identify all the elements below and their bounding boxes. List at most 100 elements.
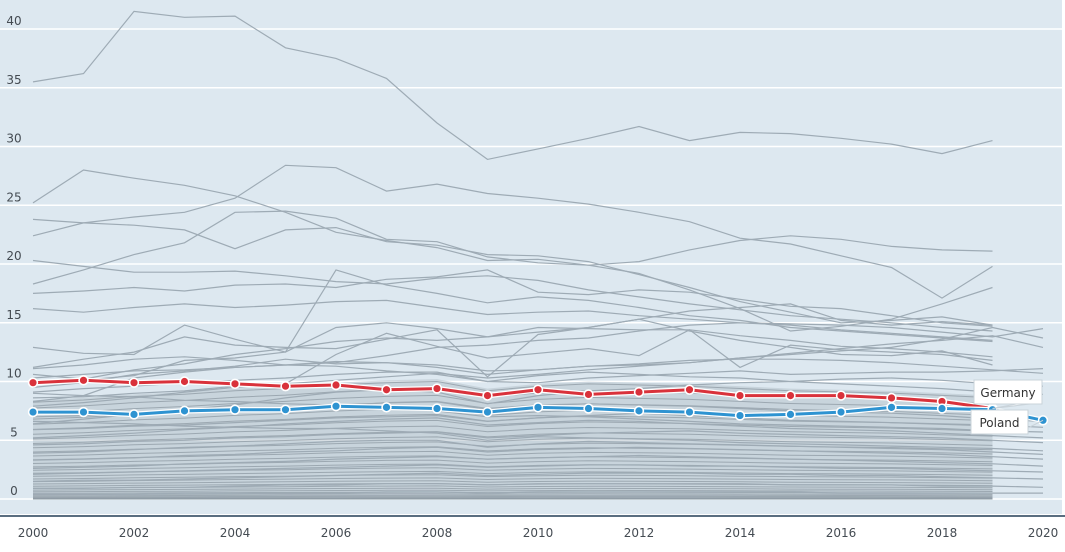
poland-callout-box [970,409,1029,435]
background-series-line-6 [32,259,993,332]
dense-band-line [32,474,993,480]
dense-band-line [32,480,993,485]
germany-point-2010 [532,384,544,395]
poland-point-2018 [936,403,948,414]
dense-band-line [32,493,993,496]
background-series-line-16 [32,335,1044,407]
poland-point-2017 [886,402,897,413]
poland-point-2001 [78,406,89,418]
y-tick-label-20: 20 [6,249,21,263]
poland-point-2014 [734,410,746,421]
poland-point-2008 [431,403,443,414]
poland-point-2011 [583,403,594,414]
poland-callout-label: Poland [979,416,1019,430]
series-callouts: Germany Poland [970,379,1044,435]
poland-point-2002 [128,409,140,420]
background-series-line-18 [32,358,1044,379]
germany-point-2015 [785,390,796,401]
x-tick-label-2000: 2000 [18,526,49,540]
background-series-line-21 [32,392,1044,433]
dense-band-line [32,407,993,425]
poland-point-2009 [482,406,493,418]
germany-point-2002 [128,377,140,388]
dense-band-line [32,425,993,440]
dense-band-line [32,450,993,461]
germany-point-2016 [835,390,847,401]
poland-point-2005 [280,404,291,415]
germany-point-2004 [229,378,241,390]
background-series-line-9 [32,269,993,356]
background-series-line-11 [32,318,993,385]
x-tick-label-2010: 2010 [523,526,554,540]
x-axis-ticks: 2000 2002 2004 2006 2008 2010 2012 2014 2016 2018… [18,526,1059,540]
dense-band-line [32,495,993,498]
background-series-line-14 [32,322,1044,403]
background-series-line-31 [32,472,1044,482]
background-series-line-33 [33,491,1043,495]
background-series-line-8 [32,299,993,341]
background-series [32,10,1044,495]
x-tick-label-2020: 2020 [1028,526,1059,540]
background-series-line-29 [32,454,1044,469]
germany-point-2007 [381,384,392,395]
y-tick-label-0: 0 [10,484,18,498]
x-tick-label-2018: 2018 [927,526,958,540]
germany-point-2006 [330,379,342,391]
background-series-line-28 [32,446,1044,461]
background-series-line-25 [32,430,1044,446]
background-series-line-1 [32,10,993,161]
x-tick-label-2014: 2014 [725,526,756,540]
y-tick-label-5: 5 [10,425,18,439]
poland-point-2007 [381,402,392,413]
germany-point-2011 [583,389,594,400]
poland-point-2000 [27,406,39,418]
germany-point-2009 [482,390,493,401]
poland-point-2016 [835,406,847,418]
y-tick-label-35: 35 [6,73,21,87]
highlighted-series [27,375,1049,426]
background-series-line-17 [32,356,1044,384]
germany-callout-label: Germany [980,386,1035,400]
germany-point-2000 [27,377,39,388]
background-series-line-30 [32,464,1044,475]
poland-point-2013 [684,406,695,418]
y-tick-label-10: 10 [6,367,21,381]
poland-point-2012 [633,405,645,417]
background-series-line-4 [32,164,993,299]
poland-point-2003 [179,405,190,417]
poland-point-2006 [330,400,342,412]
background-series-line-23 [32,412,1044,431]
dense-band-line [32,436,993,449]
dense-band-line [32,489,993,493]
x-tick-label-2002: 2002 [119,526,150,540]
y-tick-label-30: 30 [6,132,21,146]
germany-point-2001 [78,375,89,386]
dense-band-line [32,419,993,435]
germany-callout-box [973,379,1043,405]
dense-band-line [32,487,993,491]
background-series-line-5 [32,218,993,326]
background-series-line-24 [32,417,1044,439]
y-axis-ticks: 0 5 10 15 20 25 30 35 40 [6,14,21,498]
dense-band-line [32,470,993,477]
germany-point-2013 [684,384,695,395]
y-tick-label-25: 25 [6,190,21,204]
poland-point-2015 [785,409,796,420]
dense-band-line [32,477,993,483]
germany-point-2014 [734,390,746,401]
germany-series-line [32,378,993,410]
y-tick-label-15: 15 [6,308,21,322]
germany-point-2017 [886,392,897,404]
x-tick-label-2012: 2012 [624,526,655,540]
dense-band-line [32,494,993,497]
poland-point-2020 [1037,415,1049,426]
background-series-line-12 [32,326,993,380]
germany-point-2005 [280,381,291,392]
background-series-line-26 [32,420,1044,452]
background-series-line-32 [33,483,1044,489]
x-tick-label-2008: 2008 [422,526,453,540]
x-tick-label-2016: 2016 [826,526,857,540]
poland-point-2004 [229,404,241,415]
